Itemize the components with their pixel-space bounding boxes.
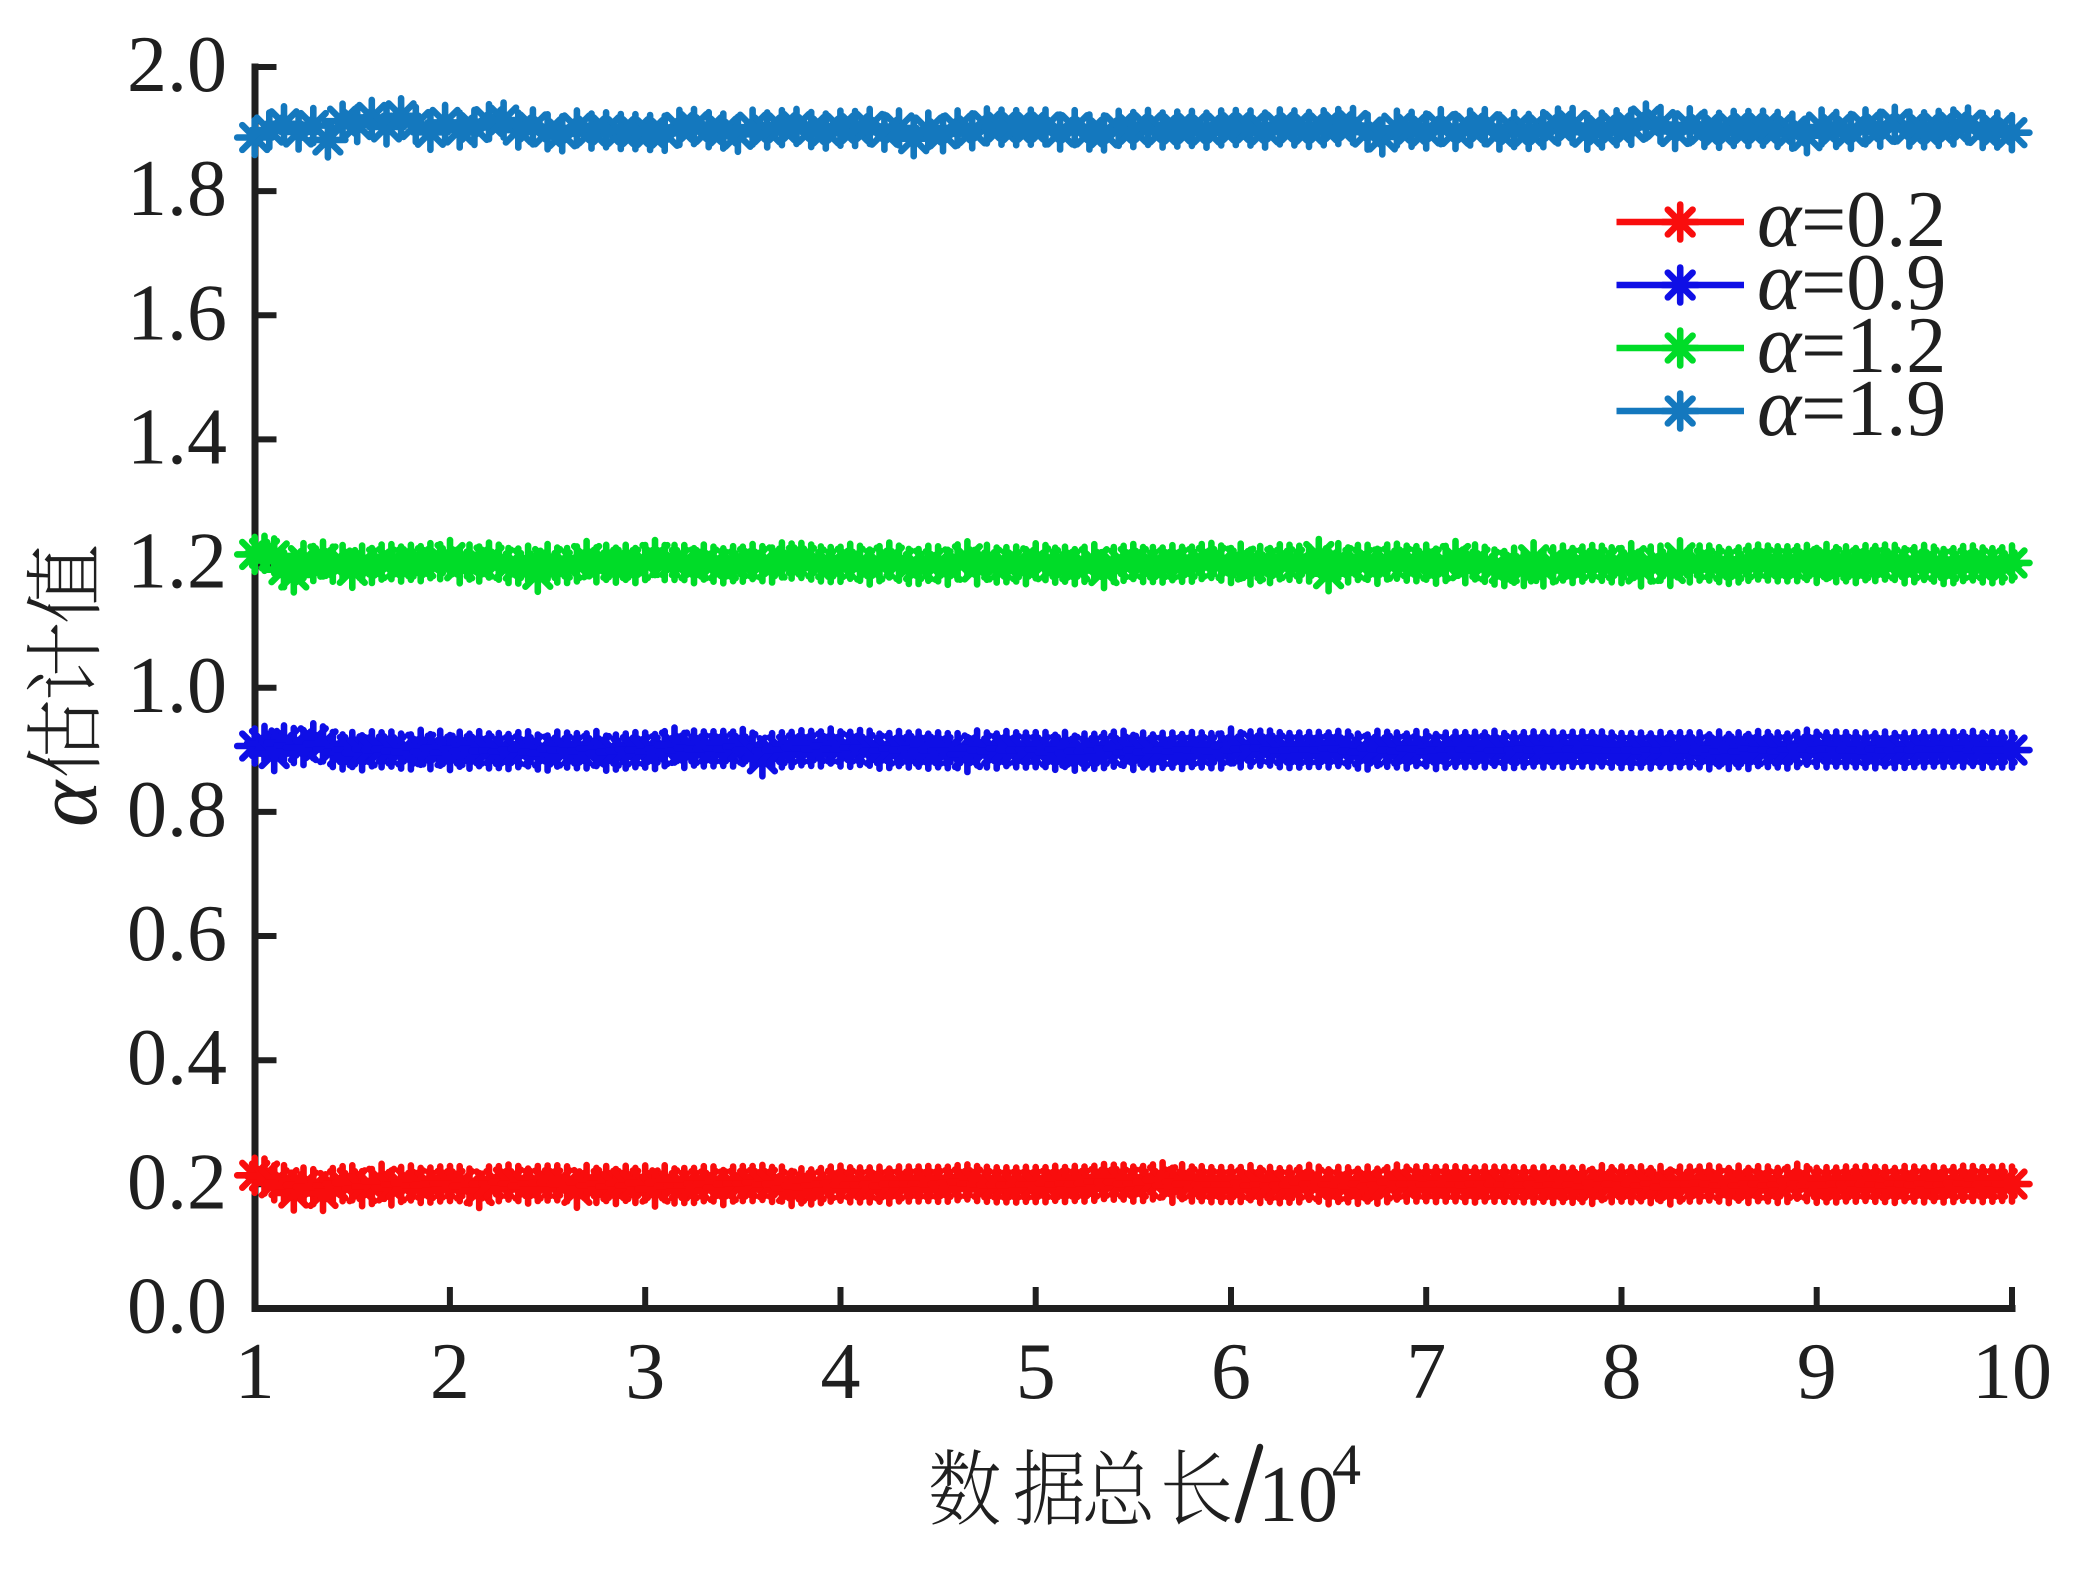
svg-text:8: 8	[1602, 1328, 1642, 1416]
svg-text:1.6: 1.6	[127, 269, 227, 357]
svg-text:α=0.9: α=0.9	[1757, 235, 1946, 328]
svg-text:5: 5	[1016, 1328, 1056, 1416]
svg-text:4: 4	[1332, 1432, 1361, 1497]
svg-text:0.8: 0.8	[127, 766, 227, 854]
svg-text:1.8: 1.8	[127, 145, 227, 233]
svg-text:1.0: 1.0	[127, 642, 227, 730]
svg-text:7: 7	[1406, 1328, 1446, 1416]
svg-text:4: 4	[821, 1328, 861, 1416]
svg-text:9: 9	[1797, 1328, 1837, 1416]
svg-text:10: 10	[1972, 1328, 2052, 1416]
svg-text:α=1.2: α=1.2	[1757, 298, 1946, 391]
svg-text:0.2: 0.2	[127, 1138, 227, 1226]
svg-text:10: 10	[1258, 1451, 1338, 1539]
svg-text:α=1.9: α=1.9	[1757, 361, 1946, 454]
svg-text:α=0.2: α=0.2	[1757, 172, 1946, 265]
svg-text:1: 1	[235, 1328, 275, 1416]
svg-text:0.0: 0.0	[127, 1263, 227, 1351]
svg-text:6: 6	[1211, 1328, 1251, 1416]
svg-text:2: 2	[430, 1328, 470, 1416]
svg-text:0.6: 0.6	[127, 890, 227, 978]
svg-text:3: 3	[625, 1328, 665, 1416]
svg-text:0.4: 0.4	[127, 1014, 227, 1102]
svg-text:α: α	[19, 779, 116, 827]
svg-text:1.2: 1.2	[127, 518, 227, 606]
svg-text:1.4: 1.4	[127, 393, 227, 481]
svg-text:2.0: 2.0	[127, 21, 227, 109]
